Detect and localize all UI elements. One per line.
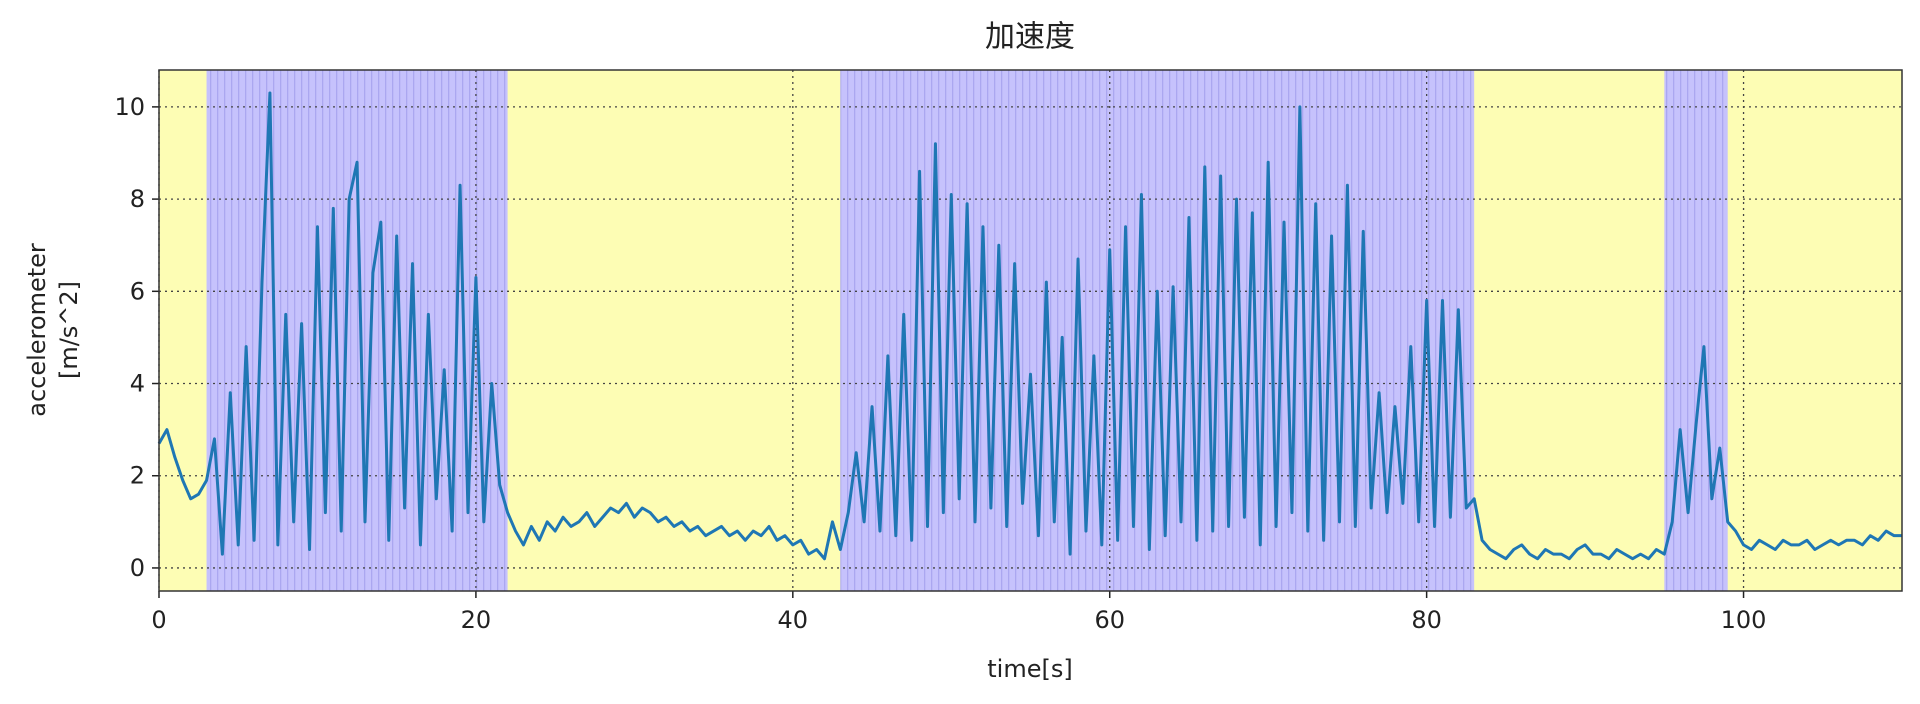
x-tick-label: 80 — [1411, 606, 1442, 634]
y-axis-label: [m/s^2] — [55, 281, 83, 379]
x-tick-label: 60 — [1094, 606, 1125, 634]
chart-title: 加速度 — [985, 20, 1075, 55]
y-tick-label: 4 — [130, 370, 145, 398]
y-tick-label: 6 — [130, 277, 145, 305]
x-tick-label: 100 — [1721, 606, 1767, 634]
data-line — [157, 91, 1902, 561]
y-tick-label: 2 — [130, 462, 145, 490]
y-tick-label: 8 — [130, 185, 145, 213]
plot-frame — [158, 69, 1903, 592]
y-axis-label: accelerometer — [23, 243, 51, 417]
y-tick-label: 0 — [130, 554, 145, 582]
x-tick-label: 20 — [461, 606, 492, 634]
y-tick-label: 10 — [114, 93, 145, 121]
x-axis-label: time[s] — [987, 655, 1072, 683]
x-tick-label: 0 — [151, 606, 166, 634]
x-tick-label: 40 — [778, 606, 809, 634]
